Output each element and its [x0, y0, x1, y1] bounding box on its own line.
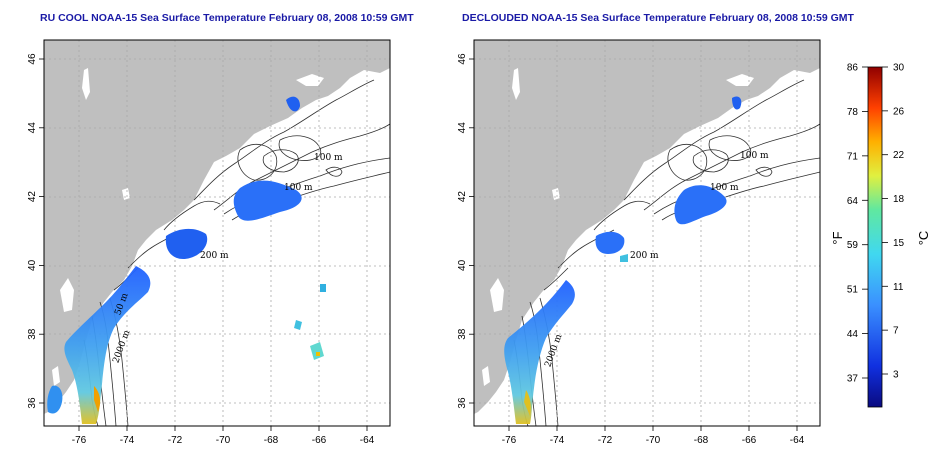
y-tick-label: 42 [457, 191, 468, 203]
celsius-tick-label: 18 [893, 194, 905, 205]
y-tick-label: 36 [457, 397, 468, 409]
fahrenheit-tick-label: 59 [847, 240, 859, 251]
right-map-title: DECLOUDED NOAA-15 Sea Surface Temperatur… [462, 12, 854, 24]
y-tick-label: 46 [457, 53, 468, 65]
left-axes: -76 -74 -72 -70 -68 -66 -64 36 38 40 42 44 46 [27, 53, 375, 446]
x-tick-label: -68 [264, 435, 279, 446]
right-axes: -76 -74 -72 -70 -68 -66 -64 36 38 40 42 44 46 [457, 53, 805, 446]
celsius-tick-label: 30 [893, 63, 905, 74]
fahrenheit-tick-label: 64 [847, 196, 859, 207]
fahrenheit-tick-label: 51 [847, 285, 859, 296]
y-tick-label: 40 [457, 259, 468, 271]
x-tick-label: -72 [598, 435, 613, 446]
contour-label: 200 m [200, 251, 229, 261]
y-tick-label: 40 [27, 259, 38, 271]
x-tick-label: -70 [216, 435, 231, 446]
right-map-panel: 100 m 100 m 200 m 2000 m [473, 39, 821, 427]
colorbar: 86 78 71 64 59 51 44 37 30 26 22 18 15 11 7 3 °F °C [830, 63, 931, 408]
fahrenheit-tick-label: 37 [847, 374, 859, 385]
x-tick-label: -64 [790, 435, 805, 446]
celsius-unit-label: °C [916, 231, 931, 246]
y-tick-label: 42 [27, 191, 38, 203]
contour-label: 100 m [314, 153, 343, 163]
x-tick-label: -72 [168, 435, 183, 446]
contour-label: 100 m [740, 151, 769, 161]
contour-label: 100 m [710, 183, 739, 193]
x-tick-label: -74 [120, 435, 135, 446]
x-tick-label: -74 [550, 435, 565, 446]
contour-label: 200 m [630, 251, 659, 261]
y-tick-label: 36 [27, 397, 38, 409]
celsius-tick-label: 26 [893, 106, 905, 117]
celsius-tick-label: 7 [893, 326, 899, 337]
x-tick-label: -76 [72, 435, 87, 446]
fahrenheit-unit-label: °F [830, 231, 845, 244]
fahrenheit-tick-label: 86 [847, 63, 859, 74]
celsius-tick-label: 3 [893, 370, 899, 381]
colorbar-gradient [867, 66, 883, 408]
y-tick-label: 38 [457, 328, 468, 340]
sst-overlay [47, 96, 326, 424]
y-tick-label: 38 [27, 328, 38, 340]
x-tick-label: -64 [360, 435, 375, 446]
y-tick-label: 44 [457, 122, 468, 134]
fahrenheit-tick-label: 78 [847, 107, 859, 118]
x-tick-label: -76 [502, 435, 517, 446]
fahrenheit-tick-label: 71 [847, 151, 859, 162]
x-tick-label: -70 [646, 435, 661, 446]
y-tick-label: 44 [27, 122, 38, 134]
contour-label: 100 m [284, 183, 313, 193]
celsius-tick-label: 22 [893, 150, 905, 161]
x-tick-label: -68 [694, 435, 709, 446]
celsius-tick-label: 11 [893, 282, 904, 293]
left-map-panel: 100 m 100 m 200 m 50 m 2000 m [43, 39, 391, 427]
y-tick-label: 46 [27, 53, 38, 65]
x-tick-label: -66 [742, 435, 757, 446]
x-tick-label: -66 [312, 435, 327, 446]
left-map-title: RU COOL NOAA-15 Sea Surface Temperature … [40, 12, 414, 24]
sst-overlay [504, 96, 742, 424]
celsius-tick-label: 15 [893, 238, 905, 249]
fahrenheit-tick-label: 44 [847, 329, 859, 340]
